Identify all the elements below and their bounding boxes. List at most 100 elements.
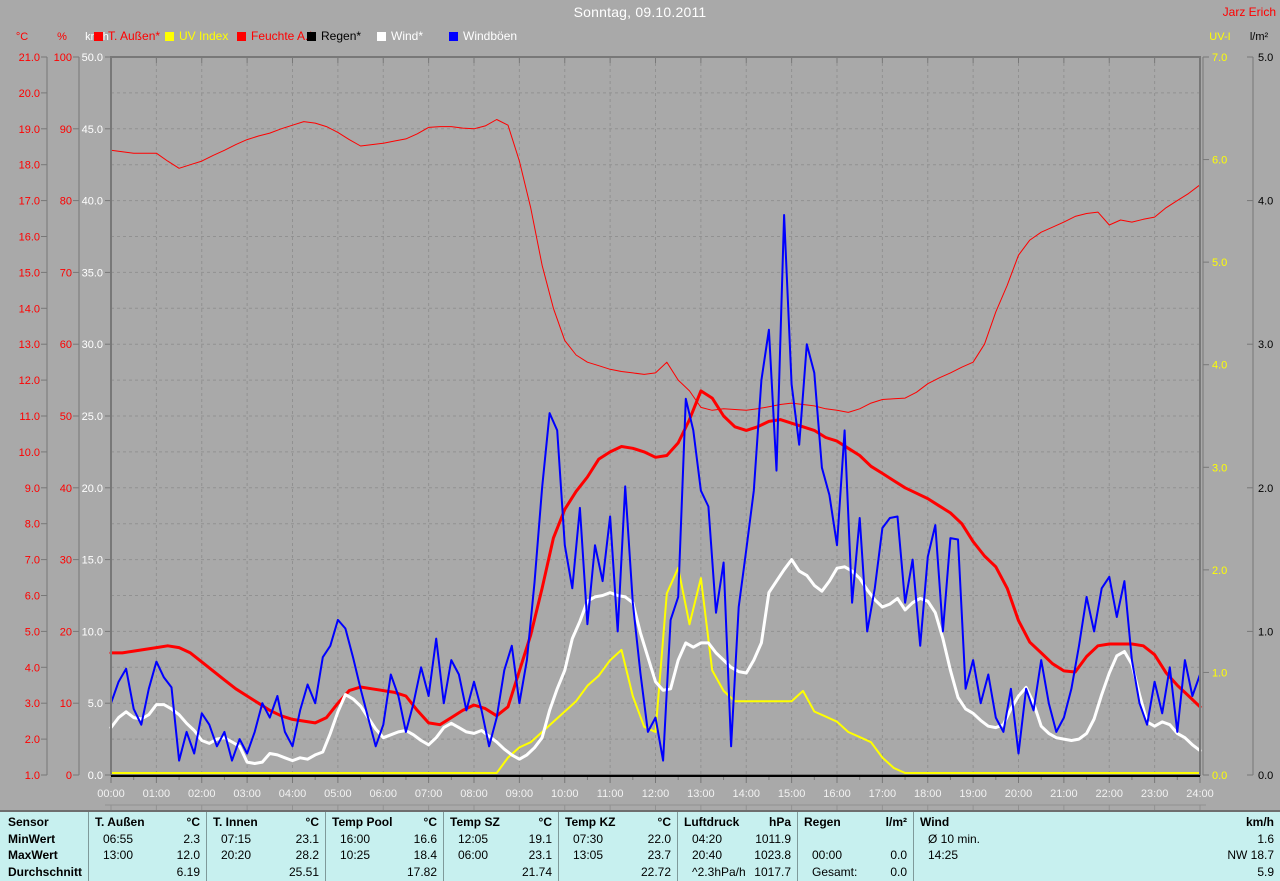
axis-tick-label-: 50 [60,411,72,423]
legend-swatch-icon [377,31,386,41]
axis-tick-label-c: 11.0 [19,411,40,423]
table-row: Temp KZ °C [559,814,677,831]
sensor-time [804,831,812,848]
axis-tick-label-: 80 [60,196,72,208]
table-row: 14:25 NW 18.7 [914,847,1280,864]
sensor-value: 17.82 [406,864,437,879]
legend-swatch-icon [307,31,316,41]
table-row: Luftdruck hPa [678,814,797,831]
legend-label: UV Index [179,29,229,43]
table-row-label: MinWert [8,831,56,846]
sensor-unit: °C [657,815,671,829]
sensor-time: 06:55 [103,831,134,846]
x-axis-tick-label: 07:00 [415,788,443,800]
x-axis-tick-label: 02:00 [188,788,216,800]
sensor-time [332,864,340,881]
axis-tick-label-uv-i: 3.0 [1212,462,1227,474]
table-row: 17.82 [326,864,443,881]
sensor-value: 21.74 [521,864,552,879]
x-axis-tick-label: 11:00 [597,788,624,800]
sensor-time [95,864,103,881]
sensor-time [450,864,458,881]
legend-item-wind: Wind* [377,29,423,43]
axis-tick-label-c: 20.0 [19,88,40,100]
sensor-value: 16.6 [413,831,437,846]
series-wind-line [109,558,1202,765]
table-group-temp-sz: Temp SZ °C 12:05 19.1 06:00 23.1 21.74 [443,812,558,881]
chart-legend: T. Außen* UV Index Feuchte A.* Regen* Wind* W… [0,29,1280,45]
axis-tick-label-c: 1.0 [25,770,40,782]
sensor-time: 13:00 [103,848,134,862]
axis-title-c: °C [16,31,28,43]
axis-tick-label-km-h: 50.0 [82,52,103,64]
axis-tick-label-uv-i: 7.0 [1212,52,1227,64]
axis-tick-label-km-h: 20.0 [82,483,103,495]
sensor-unit: km/h [1245,815,1274,829]
x-axis-tick-label: 22:00 [1095,788,1123,800]
sensor-value: 23.7 [647,848,671,862]
x-axis-tick-label: 12:00 [642,788,670,800]
sensor-value: 1.6 [1257,831,1274,846]
x-axis-tick-label: 17:00 [869,788,897,800]
axis-tick-label-: 90 [60,124,72,136]
x-axis-tick-label: 15:00 [778,788,806,800]
sensor-unit: °C [538,815,552,829]
table-row: Gesamt: 0.0 [798,864,913,881]
sensor-time: 14:25 [928,848,959,862]
legend-label: Regen* [321,29,362,43]
table-group-t-innen: T. Innen °C 07:15 23.1 20:20 28.2 25.51 [206,812,325,881]
axis-tick-label-c: 16.0 [19,232,40,244]
sensor-unit: hPa [768,815,791,829]
axis-tick-label-uv-i: 4.0 [1212,360,1227,372]
table-row: ^2.3hPa/h 1017.7 [678,864,797,881]
table-row: Temp SZ °C [444,814,558,831]
table-row-label: Durchschnitt [8,864,83,879]
table-row: T. Außen °C [89,814,206,831]
legend-item-windb-en: Windböen [449,29,517,43]
table-group-t-au-en: T. Außen °C 06:55 2.3 13:00 12.0 6.19 [88,812,206,881]
sensor-value: 23.1 [528,848,552,862]
sensor-name: Luftdruck [684,815,740,829]
table-row: 07:30 22.0 [559,831,677,848]
sensor-time: 12:05 [458,831,489,846]
sensor-time: 13:05 [573,848,604,862]
axis-tick-label-c: 14.0 [19,303,40,315]
sensor-name: Temp SZ [450,815,500,829]
x-axis-tick-label: 09:00 [506,788,534,800]
table-row: 12:05 19.1 [444,831,558,848]
series-t-au-en-line [109,389,1202,727]
sensor-name: Regen [804,815,841,829]
sensor-time [565,864,573,881]
axis-tick-label-uv-i: 0.0 [1212,770,1227,782]
sensor-value: 28.2 [295,848,319,862]
x-axis-tick-label: 14:00 [732,788,760,800]
axis-tick-label-c: 8.0 [25,519,40,531]
sensor-value: 1023.8 [754,848,791,862]
x-axis-tick-label: 05:00 [324,788,352,800]
x-axis-tick-label: 20:00 [1005,788,1033,800]
axis-tick-label-: 0 [66,770,72,782]
sensor-time: ^2.3hPa/h [692,864,746,879]
axis-tick-label-c: 6.0 [25,591,40,603]
axis-tick-label-: 40 [60,483,72,495]
legend-item-regen: Regen* [307,29,361,43]
table-row: 06:00 23.1 [444,847,558,864]
axis-tick-label-l-m: 4.0 [1258,196,1273,208]
x-axis-tick-label: 03:00 [233,788,261,800]
axis-tick-label-c: 19.0 [19,124,40,136]
sensor-value: 6.19 [176,864,200,879]
axis-tick-label-: 30 [60,555,72,567]
sensor-unit: °C [305,815,319,829]
axis-tick-label-km-h: 10.0 [82,626,103,638]
x-axis-tick-label: 06:00 [369,788,397,800]
axis-tick-label-km-h: 45.0 [82,124,103,136]
table-row: 06:55 2.3 [89,831,206,848]
axis-tick-label-km-h: 5.0 [88,698,103,710]
axis-tick-label-c: 2.0 [25,734,40,746]
table-row: 07:15 23.1 [207,831,325,848]
table-row: Ø 10 min. 1.6 [914,831,1280,848]
summary-table: Sensor MinWert MaxWert Durchschnitt T. Außen… [0,810,1280,881]
sensor-unit: °C [423,815,437,829]
sensor-time: 16:00 [340,831,371,846]
